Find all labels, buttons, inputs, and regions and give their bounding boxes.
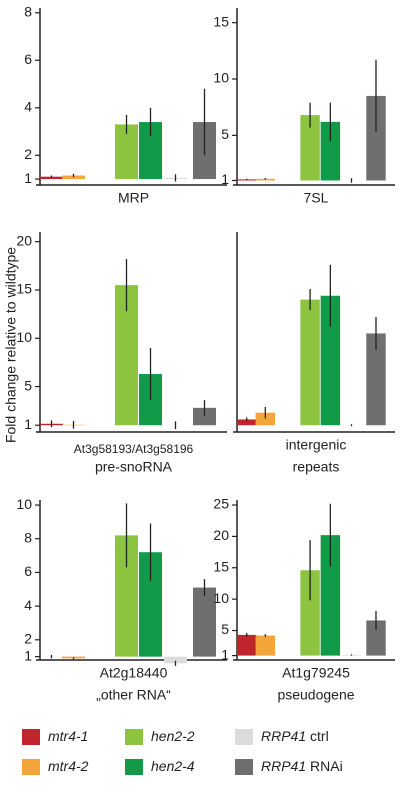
y-tick-label: 5 — [221, 126, 229, 142]
bar — [237, 634, 257, 656]
y-axis-label: Fold change relative to wildtype — [3, 247, 19, 443]
legend-swatch — [22, 759, 40, 775]
bar — [255, 412, 276, 426]
y-tick-label: 25 — [213, 496, 229, 512]
panel-sublabel: At3g58193/At3g58196 — [74, 442, 194, 456]
y-tick-label: 6 — [24, 51, 32, 67]
panel-label: MRP — [118, 190, 149, 206]
y-tick-label: 1 — [24, 416, 32, 432]
legend-swatch — [125, 759, 143, 775]
y-tick-label: 15 — [213, 13, 229, 29]
panel-label: pseudogene — [277, 687, 354, 703]
bar — [193, 407, 216, 426]
legend-swatch — [235, 729, 253, 745]
bar — [115, 124, 138, 180]
legend-name: mtr4-2 — [48, 758, 89, 774]
bar — [366, 333, 386, 426]
legend-name: hen2-2 — [151, 728, 195, 744]
y-tick-label: 2 — [24, 630, 32, 646]
y-tick-label: 10 — [213, 70, 229, 86]
bar — [115, 535, 138, 657]
bar — [300, 570, 320, 656]
legend-label: RRP41 RNAi — [261, 758, 343, 774]
y-tick-label: 1 — [221, 646, 229, 662]
bar — [139, 552, 162, 657]
panel-label: At1g79245 — [282, 665, 350, 681]
panel-label: intergenic — [286, 437, 347, 453]
y-tick-label: 5 — [221, 621, 229, 637]
y-tick-label: 1 — [221, 171, 229, 187]
bar — [40, 176, 63, 180]
y-tick-label: 4 — [24, 597, 32, 613]
bar — [366, 620, 386, 656]
legend-label: hen2-2 — [151, 728, 195, 744]
bar — [115, 285, 138, 426]
bar — [237, 419, 257, 426]
panel-label: repeats — [293, 459, 340, 475]
legend-label: mtr4-2 — [48, 758, 89, 774]
y-tick-label: 1 — [24, 170, 32, 186]
y-tick-label: 15 — [16, 281, 32, 297]
bar — [62, 175, 85, 180]
bar — [300, 115, 320, 181]
y-tick-label: 10 — [16, 496, 32, 512]
legend-name: hen2-4 — [151, 758, 195, 774]
legend-name: mtr4-1 — [48, 728, 88, 744]
bar — [320, 295, 341, 426]
legend-name: RRP41 — [261, 728, 306, 744]
legend-label: mtr4-1 — [48, 728, 88, 744]
legend-swatch — [125, 729, 143, 745]
y-tick-label: 5 — [24, 377, 32, 393]
bar — [255, 178, 276, 181]
y-tick-label: 10 — [16, 329, 32, 345]
panel-label: pre-snoRNA — [95, 459, 173, 475]
bar — [366, 95, 386, 181]
bar — [320, 121, 341, 181]
panel-label: 7SL — [304, 190, 329, 206]
legend-swatch — [22, 729, 40, 745]
legend-suffix: RNAi — [310, 758, 343, 774]
y-tick-label: 20 — [16, 232, 32, 248]
y-tick-label: 6 — [24, 563, 32, 579]
legend-label: hen2-4 — [151, 758, 195, 774]
panel-label: At2g18440 — [100, 665, 168, 681]
bar — [164, 656, 187, 664]
y-tick-label: 2 — [24, 146, 32, 162]
y-tick-label: 10 — [213, 590, 229, 606]
panel-label: „other RNA“ — [96, 687, 171, 703]
bar — [320, 535, 341, 656]
bar — [193, 587, 216, 657]
legend-name: RRP41 — [261, 758, 306, 774]
y-tick-label: 8 — [24, 529, 32, 545]
bar — [139, 122, 162, 180]
y-tick-label: 15 — [213, 558, 229, 574]
bar — [300, 299, 320, 426]
y-tick-label: 1 — [24, 647, 32, 663]
legend-label: RRP41 ctrl — [261, 728, 329, 744]
y-tick-label: 4 — [24, 98, 32, 114]
legend-suffix: ctrl — [310, 728, 329, 744]
bar — [255, 635, 276, 656]
y-tick-label: 8 — [24, 3, 32, 19]
y-tick-label: 20 — [213, 527, 229, 543]
legend-swatch — [235, 759, 253, 775]
